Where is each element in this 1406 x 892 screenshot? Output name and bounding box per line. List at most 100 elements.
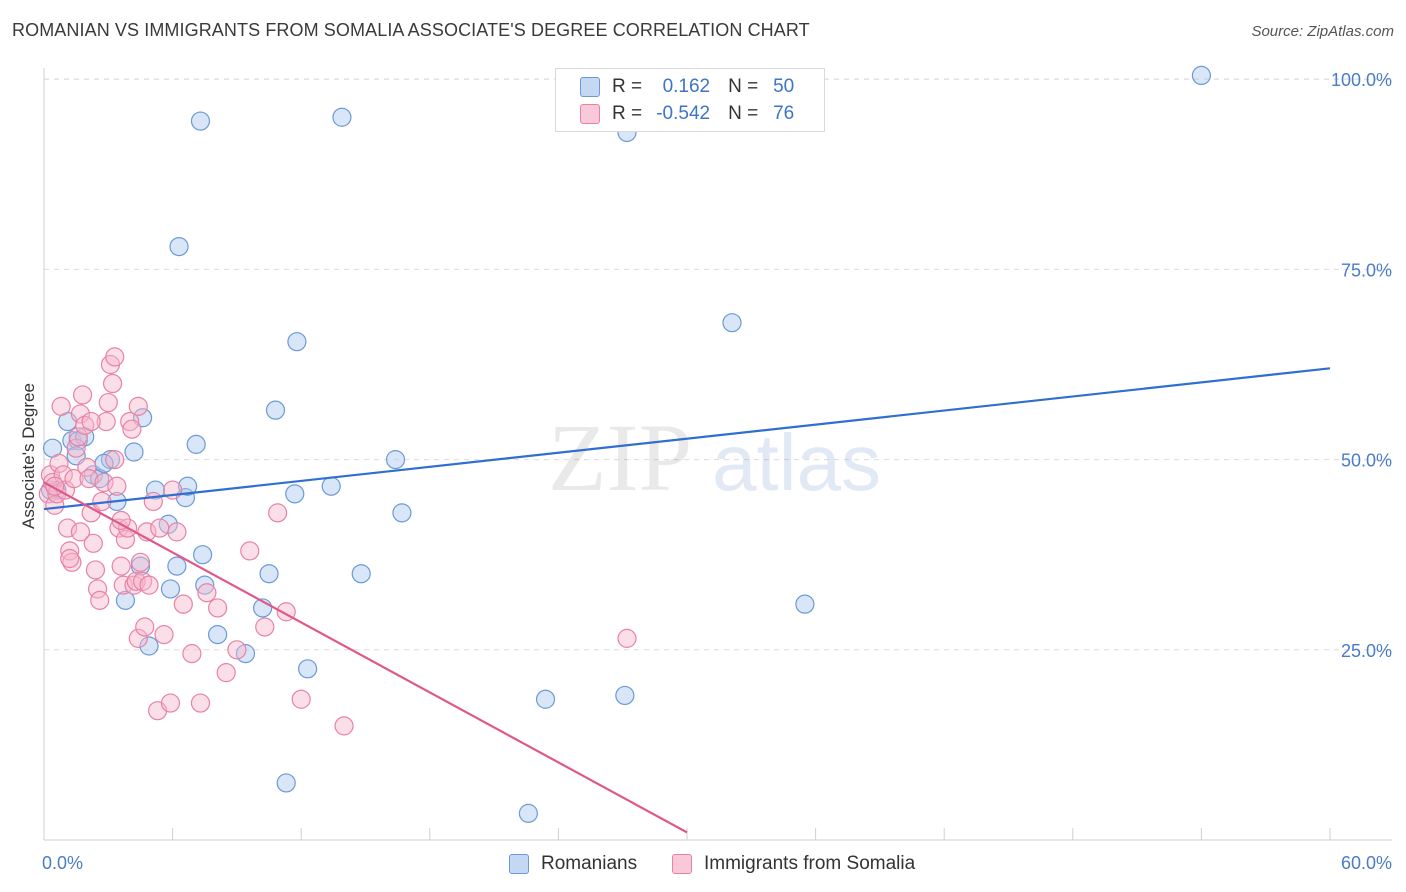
romanians-point	[124, 442, 144, 462]
somalia-point	[255, 617, 275, 637]
somalia-point	[617, 628, 637, 648]
somalia-point	[85, 560, 106, 580]
somalia-point	[227, 640, 247, 660]
romanians-point	[208, 624, 228, 645]
romanians-point	[321, 476, 341, 496]
romanians-point	[276, 773, 296, 793]
somalia-point	[268, 503, 288, 523]
romanians-point	[287, 332, 307, 352]
somalia-point	[113, 575, 133, 595]
watermark: ZIP atlas	[548, 404, 881, 511]
n-label: N =	[728, 103, 759, 124]
romanians-point	[193, 545, 213, 565]
trend-lines	[43, 367, 1331, 834]
stats-row-somalia: R = -0.542 N = 76	[580, 101, 794, 127]
y-tick-label: 100.0%	[1331, 70, 1392, 90]
somalia-point	[154, 624, 174, 645]
somalia-point	[240, 541, 260, 561]
romanians-point	[160, 579, 181, 599]
somalia-point	[49, 453, 69, 474]
somalia-point	[96, 411, 116, 432]
somalia-point	[128, 396, 148, 416]
romanians-point	[265, 400, 286, 420]
pink-swatch	[580, 104, 600, 124]
romanians-point	[139, 636, 159, 656]
somalia-point	[72, 385, 93, 405]
tick-labels: 25.0% 50.0% 75.0% 100.0% 0.0% 60.0%	[42, 70, 1392, 873]
somalia-point	[143, 491, 163, 512]
romanians-point	[332, 107, 352, 127]
somalia-point	[173, 594, 193, 614]
somalia-point	[83, 533, 103, 553]
somalia-point	[128, 628, 148, 648]
y-tick-label: 50.0%	[1341, 451, 1392, 471]
somalia-point	[208, 598, 228, 618]
watermark-atlas: atlas	[712, 418, 881, 507]
somalia-point	[105, 450, 125, 470]
legend-label-somalia: Immigrants from Somalia	[704, 853, 916, 874]
somalia-point	[81, 411, 101, 432]
somalia-point	[130, 552, 151, 572]
somalia-point	[120, 411, 140, 432]
romanians-point	[167, 556, 187, 576]
somalia-point	[90, 590, 110, 610]
r-label: R =	[612, 76, 643, 97]
r-value: 0.162	[662, 76, 711, 97]
somalia-point	[167, 522, 187, 542]
somalia-point	[197, 583, 217, 603]
r-label: R =	[612, 103, 643, 124]
legend-label-romanians: Romanians	[541, 853, 638, 874]
romanians-point	[169, 236, 189, 257]
romanians-point	[385, 450, 406, 470]
romanians-point	[178, 476, 198, 496]
romanians-point	[722, 313, 742, 333]
legend-item-somalia[interactable]: Immigrants from Somalia	[672, 853, 915, 875]
pink-swatch	[672, 854, 692, 874]
n-value: 76	[773, 103, 795, 124]
x-tick-label: 60.0%	[1341, 853, 1392, 873]
somalia-point	[135, 617, 155, 637]
grid-lines	[44, 78, 1392, 651]
somalia-point	[79, 469, 99, 489]
blue-swatch	[580, 77, 600, 97]
romanians-point	[259, 564, 279, 584]
somalia-point	[160, 693, 181, 713]
romanians-point	[190, 111, 211, 131]
somalia-point	[68, 427, 88, 447]
somalia-point	[150, 518, 170, 538]
somalia-point	[190, 693, 211, 713]
somalia-point	[57, 518, 78, 538]
blue-swatch	[509, 854, 529, 874]
somalia-point	[139, 575, 159, 595]
romanians-point	[1191, 65, 1212, 86]
somalia-point	[126, 571, 146, 591]
somalia-points	[38, 347, 637, 736]
axes	[43, 68, 1392, 841]
romanians-point	[351, 564, 371, 584]
romanians-point	[615, 685, 635, 706]
y-axis-label: Associate's Degree	[19, 383, 38, 529]
somalia-point	[122, 419, 142, 439]
romanians-point	[392, 503, 412, 523]
romanians-point	[285, 484, 305, 504]
somalia-point	[94, 472, 114, 493]
y-tick-label: 75.0%	[1341, 260, 1392, 280]
somalia-trendline	[43, 481, 688, 834]
romanians-point	[518, 803, 538, 823]
legend-item-romanians[interactable]: Romanians	[509, 853, 637, 875]
somalia-point	[105, 347, 125, 367]
somalia-point	[70, 404, 91, 424]
x-tick-label: 0.0%	[42, 853, 83, 873]
somalia-point	[98, 392, 118, 413]
somalia-point	[291, 689, 311, 709]
romanians-trendline	[43, 367, 1331, 511]
somalia-point	[102, 373, 123, 394]
somalia-point	[111, 556, 131, 576]
romanians-point	[195, 575, 215, 595]
n-value: 50	[773, 76, 795, 97]
romanians-point	[115, 590, 136, 610]
n-label: N =	[728, 76, 759, 97]
somalia-point	[51, 396, 71, 416]
romanians-point	[535, 689, 556, 709]
